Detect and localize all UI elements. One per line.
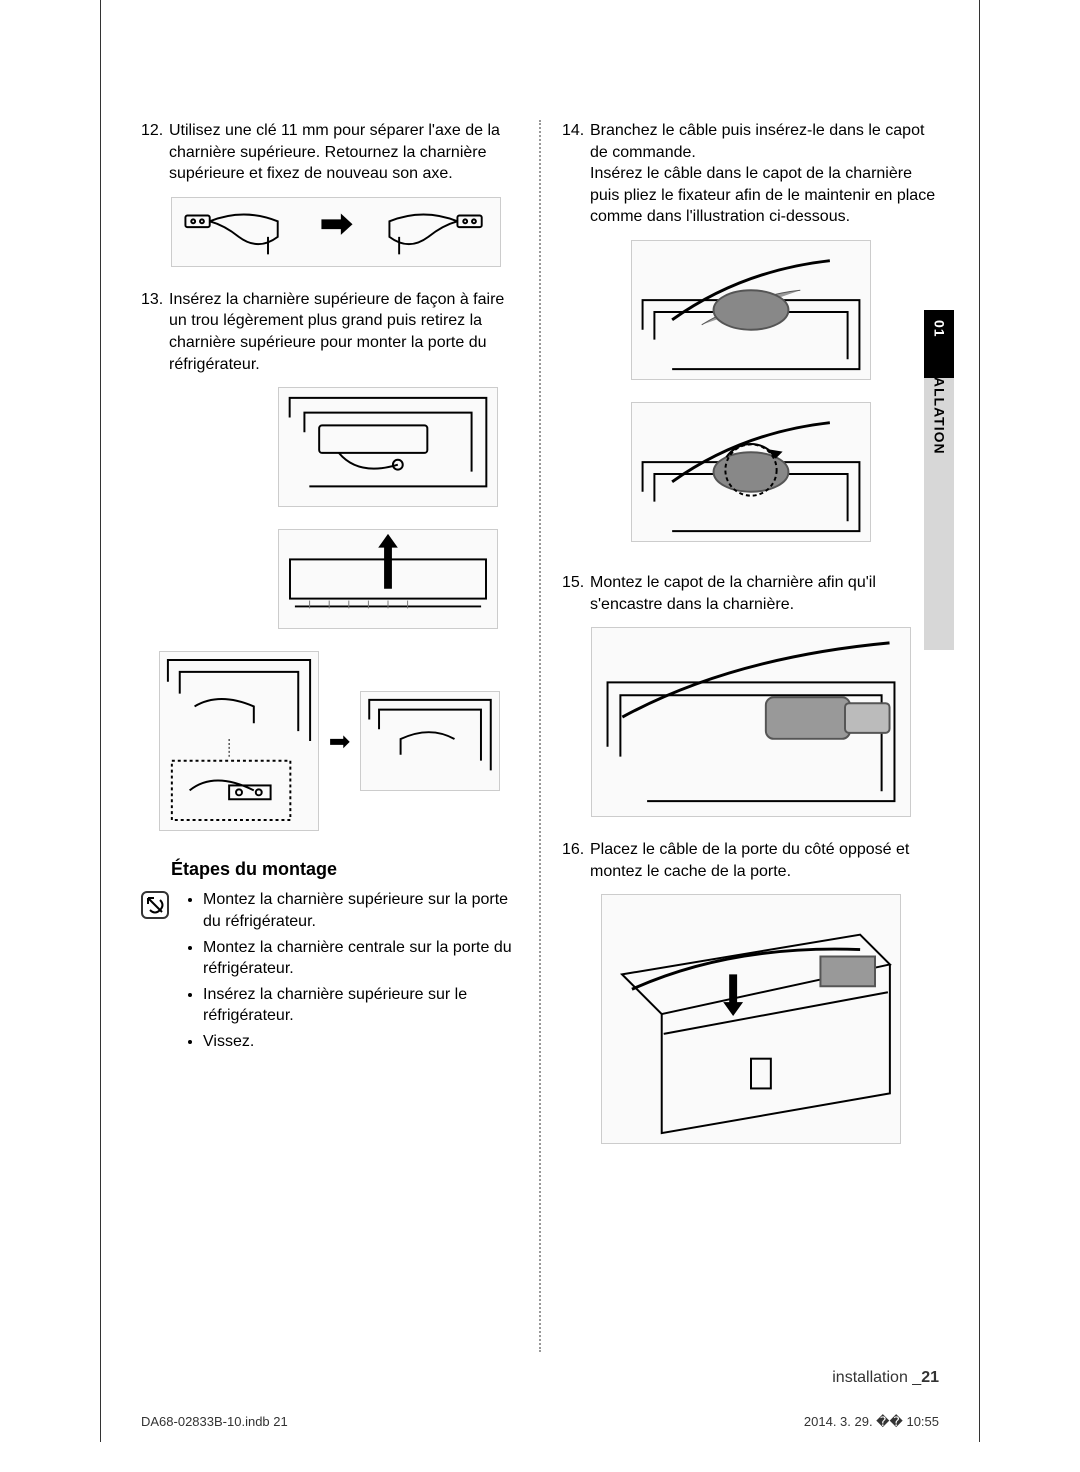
page-frame: 12. Utilisez une clé 11 mm pour séparer … xyxy=(100,30,980,1442)
print-footer-left: DA68-02833B-10.indb 21 xyxy=(141,1414,288,1430)
print-footer-right: 2014. 3. 29. �� 10:55 xyxy=(804,1414,939,1430)
right-column: 14. Branchez le câble puis insérez-le da… xyxy=(547,120,939,1352)
section-footer: installation _21 xyxy=(141,1369,939,1387)
left-column: 12. Utilisez une clé 11 mm pour séparer … xyxy=(141,120,533,1352)
side-tab-label: 01 INSTALLATION xyxy=(924,310,954,650)
footer-page-number: 21 xyxy=(921,1369,939,1386)
figure-step14b xyxy=(631,402,871,542)
two-column-content: 12. Utilisez une clé 11 mm pour séparer … xyxy=(141,120,939,1352)
step-number: 15. xyxy=(562,572,590,615)
step-text: Montez le capot de la charnière afin qu'… xyxy=(590,572,939,615)
step-text: Branchez le câble puis insérez-le dans l… xyxy=(590,120,939,228)
step-number: 14. xyxy=(562,120,590,228)
footer-section-label: installation _ xyxy=(832,1369,921,1386)
side-tab-num: 01 xyxy=(930,320,949,338)
figure-step13-left xyxy=(159,651,319,831)
step-text: Placez le câble de la porte du côté oppo… xyxy=(590,839,939,882)
figure-step13-door xyxy=(278,529,498,629)
figure-step16 xyxy=(601,894,901,1144)
figure-step13-pair: ➡ xyxy=(141,651,518,831)
step14-line1: Branchez le câble puis insérez-le dans l… xyxy=(590,122,924,161)
step-14: 14. Branchez le câble puis insérez-le da… xyxy=(562,120,939,228)
figure-step14a xyxy=(631,240,871,380)
step-16: 16. Placez le câble de la porte du côté … xyxy=(562,839,939,882)
arrow-right-icon: ➡ xyxy=(329,724,351,759)
step-15: 15. Montez le capot de la charnière afin… xyxy=(562,572,939,615)
step-13: 13. Insérez la charnière supérieure de f… xyxy=(141,289,518,375)
figure-step15 xyxy=(591,627,911,817)
print-footer: DA68-02833B-10.indb 21 2014. 3. 29. �� 1… xyxy=(141,1414,939,1430)
side-tab-text: INSTALLATION xyxy=(930,342,949,455)
step-number: 13. xyxy=(141,289,169,375)
step-12: 12. Utilisez une clé 11 mm pour séparer … xyxy=(141,120,518,185)
section-side-tab: 01 INSTALLATION xyxy=(924,310,954,650)
step14-line2: Insérez le câble dans le capot de la cha… xyxy=(590,165,935,225)
column-divider xyxy=(539,120,541,1352)
crop-mark-top xyxy=(100,0,980,30)
figure-step12 xyxy=(171,197,501,267)
list-item: Montez la charnière supérieure sur la po… xyxy=(203,889,518,932)
step-text: Insérez la charnière supérieure de façon… xyxy=(169,289,518,375)
step-number: 16. xyxy=(562,839,590,882)
note-block: Montez la charnière supérieure sur la po… xyxy=(141,889,518,1056)
figure-step13-top xyxy=(278,387,498,507)
list-item: Montez la charnière centrale sur la port… xyxy=(203,937,518,980)
assembly-steps-heading: Étapes du montage xyxy=(171,857,518,881)
assembly-bullet-list: Montez la charnière supérieure sur la po… xyxy=(179,889,518,1056)
figure-step13-right xyxy=(360,691,500,791)
step-number: 12. xyxy=(141,120,169,185)
step-text: Utilisez une clé 11 mm pour séparer l'ax… xyxy=(169,120,518,185)
list-item: Insérez la charnière supérieure sur le r… xyxy=(203,984,518,1027)
note-icon xyxy=(141,891,169,919)
list-item: Vissez. xyxy=(203,1031,518,1053)
